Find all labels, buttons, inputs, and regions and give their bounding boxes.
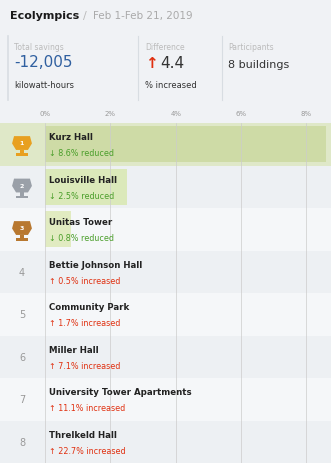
Text: University Tower Apartments: University Tower Apartments <box>49 387 192 396</box>
FancyBboxPatch shape <box>21 150 24 154</box>
Text: 4.4: 4.4 <box>160 56 184 71</box>
Text: ↑: ↑ <box>145 56 158 71</box>
FancyBboxPatch shape <box>0 124 331 166</box>
Text: Feb 1-Feb 21, 2019: Feb 1-Feb 21, 2019 <box>93 11 193 21</box>
Text: /: / <box>83 11 87 21</box>
Text: ↑ 1.7% increased: ↑ 1.7% increased <box>49 319 120 327</box>
FancyBboxPatch shape <box>45 127 326 163</box>
Text: 2%: 2% <box>105 111 116 117</box>
Text: ↓ 0.8% reduced: ↓ 0.8% reduced <box>49 234 114 243</box>
Text: ↑ 0.5% increased: ↑ 0.5% increased <box>49 276 120 285</box>
Text: Difference: Difference <box>145 43 185 52</box>
Text: Unitas Tower: Unitas Tower <box>49 218 112 226</box>
Text: Kurz Hall: Kurz Hall <box>49 133 93 142</box>
FancyBboxPatch shape <box>45 212 71 248</box>
Text: 4: 4 <box>19 267 25 277</box>
Text: Bettie Johnson Hall: Bettie Johnson Hall <box>49 260 142 269</box>
FancyBboxPatch shape <box>21 193 24 196</box>
Text: 8 buildings: 8 buildings <box>228 60 289 70</box>
Text: 7: 7 <box>19 394 25 404</box>
FancyBboxPatch shape <box>0 251 331 294</box>
FancyBboxPatch shape <box>0 294 331 336</box>
Text: ↑ 22.7% increased: ↑ 22.7% increased <box>49 446 126 455</box>
Text: 8: 8 <box>19 437 25 447</box>
Text: -12,005: -12,005 <box>14 55 72 70</box>
Text: 5: 5 <box>19 310 25 319</box>
Text: ↓ 8.6% reduced: ↓ 8.6% reduced <box>49 149 114 158</box>
FancyBboxPatch shape <box>0 208 331 251</box>
Text: kilowatt-hours: kilowatt-hours <box>14 81 74 90</box>
FancyBboxPatch shape <box>45 169 127 205</box>
Polygon shape <box>12 222 32 235</box>
Text: 4%: 4% <box>170 111 181 117</box>
Text: 2: 2 <box>20 183 24 188</box>
Text: Total savings: Total savings <box>14 43 64 52</box>
FancyBboxPatch shape <box>0 166 331 208</box>
Polygon shape <box>12 137 32 150</box>
Text: 3: 3 <box>20 226 24 231</box>
FancyBboxPatch shape <box>16 196 28 199</box>
Text: % increased: % increased <box>145 81 197 90</box>
Text: ↓ 2.5% reduced: ↓ 2.5% reduced <box>49 191 114 200</box>
Text: 0%: 0% <box>39 111 51 117</box>
Text: 6: 6 <box>19 352 25 362</box>
FancyBboxPatch shape <box>0 378 331 420</box>
Text: 8%: 8% <box>301 111 312 117</box>
Text: Threlkeld Hall: Threlkeld Hall <box>49 430 117 438</box>
FancyBboxPatch shape <box>21 235 24 238</box>
FancyBboxPatch shape <box>0 420 331 463</box>
Text: 6%: 6% <box>235 111 247 117</box>
FancyBboxPatch shape <box>16 238 28 241</box>
Polygon shape <box>12 179 32 193</box>
Text: ↑ 11.1% increased: ↑ 11.1% increased <box>49 403 125 413</box>
Text: Ecolympics: Ecolympics <box>10 11 79 21</box>
Text: Louisville Hall: Louisville Hall <box>49 175 117 184</box>
FancyBboxPatch shape <box>0 336 331 378</box>
Text: ↑ 7.1% increased: ↑ 7.1% increased <box>49 361 120 370</box>
Text: Community Park: Community Park <box>49 302 129 312</box>
Text: Miller Hall: Miller Hall <box>49 345 99 354</box>
FancyBboxPatch shape <box>16 154 28 156</box>
Text: Participants: Participants <box>228 43 274 52</box>
Text: 1: 1 <box>20 141 24 146</box>
